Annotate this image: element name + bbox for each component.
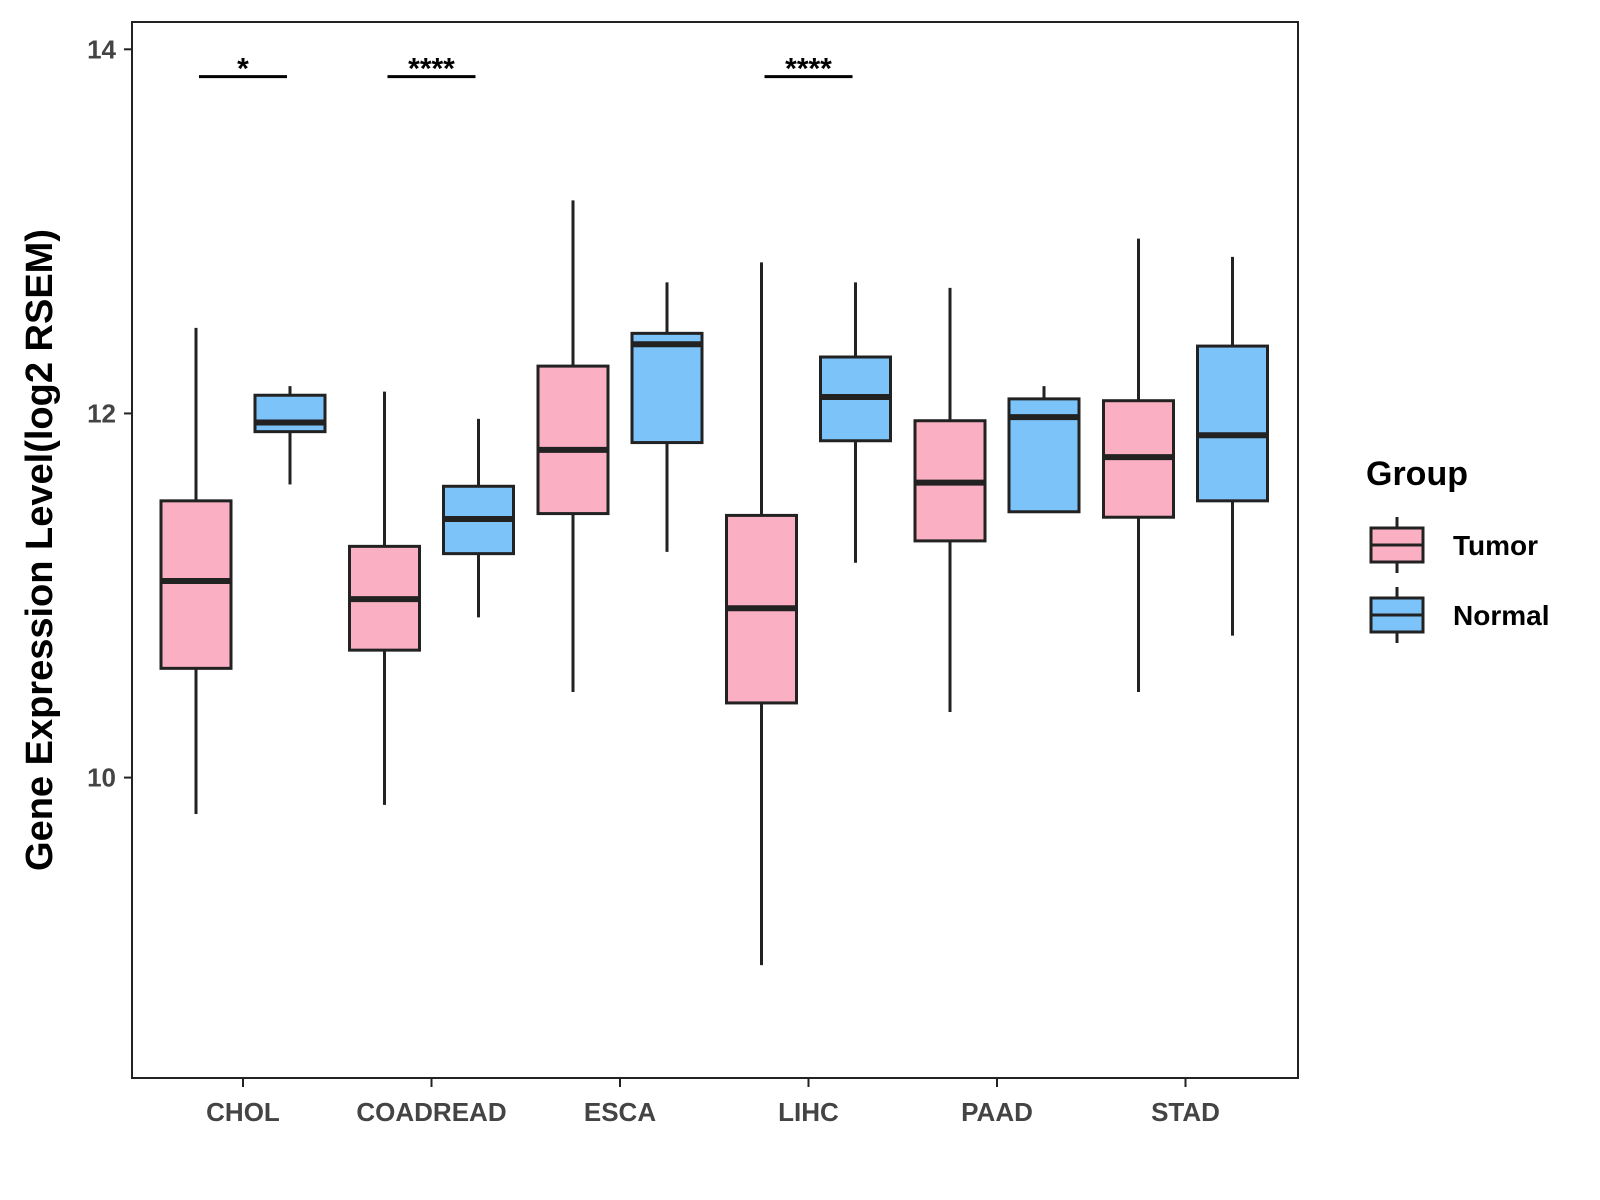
box-body xyxy=(253,393,327,434)
legend: Group Tumor Normal xyxy=(1366,455,1549,643)
box-layer xyxy=(159,200,1269,966)
box-body xyxy=(1196,344,1269,503)
significance-label: **** xyxy=(408,53,455,86)
x-tick-label: COADREAD xyxy=(356,1097,506,1127)
legend-item-normal: Normal xyxy=(1369,587,1549,643)
legend-title: Group xyxy=(1366,455,1468,493)
box-body xyxy=(159,499,233,670)
box-normal-esca xyxy=(630,282,704,552)
y-axis-title: Gene Expression Level(log2 RSEM) xyxy=(19,229,61,871)
legend-item-tumor: Tumor xyxy=(1369,517,1538,573)
box-normal-lihc xyxy=(819,282,892,563)
x-tick-label: PAAD xyxy=(961,1097,1033,1127)
box-body xyxy=(536,364,610,516)
x-axis: CHOL COADREAD ESCA LIHC PAAD STAD xyxy=(206,1078,1220,1127)
legend-label: Tumor xyxy=(1453,530,1538,561)
box-tumor-stad xyxy=(1102,238,1175,693)
x-tick-label: LIHC xyxy=(778,1097,839,1127)
x-tick-label: CHOL xyxy=(206,1097,280,1127)
box-tumor-paad xyxy=(913,287,987,713)
box-tumor-coadread xyxy=(348,391,421,805)
significance-layer: * **** **** xyxy=(199,53,853,86)
box-tumor-chol xyxy=(159,327,233,814)
box-tumor-lihc xyxy=(725,262,798,966)
y-tick-label: 14 xyxy=(87,34,116,64)
box-normal-chol xyxy=(253,386,327,485)
box-normal-coadread xyxy=(442,418,515,618)
plot-panel xyxy=(131,21,1299,1079)
x-tick-label: ESCA xyxy=(584,1097,656,1127)
box-normal-paad xyxy=(1007,386,1081,514)
x-tick-label: STAD xyxy=(1151,1097,1220,1127)
y-tick-label: 12 xyxy=(87,398,116,428)
box-tumor-esca xyxy=(536,200,610,693)
y-tick-label: 10 xyxy=(87,763,116,793)
y-axis: 10 12 14 xyxy=(87,34,132,793)
significance-label: **** xyxy=(785,53,832,86)
box-normal-stad xyxy=(1196,256,1269,636)
legend-label: Normal xyxy=(1453,600,1549,631)
significance-label: * xyxy=(237,53,249,86)
box-body xyxy=(630,331,704,445)
